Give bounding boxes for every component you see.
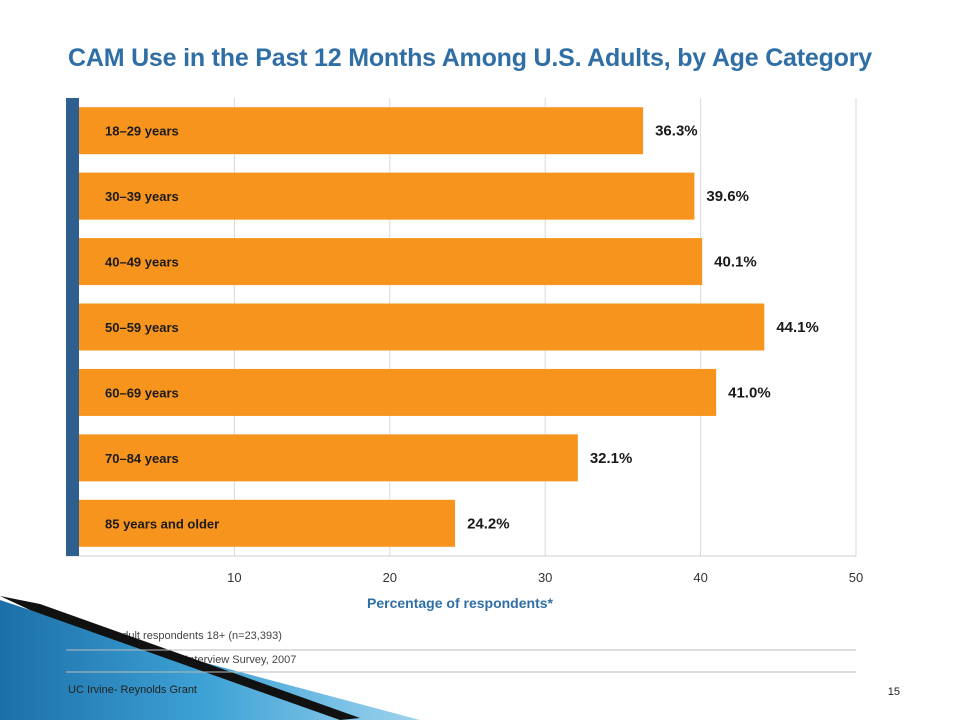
bar	[79, 303, 765, 351]
data-label: 41.0%	[728, 384, 771, 401]
x-tick-label: 30	[538, 570, 552, 585]
data-label: 24.2%	[467, 515, 510, 532]
category-label: 70–84 years	[105, 451, 179, 466]
category-label: 60–69 years	[105, 385, 179, 400]
chart-title: CAM Use in the Past 12 Months Among U.S.…	[68, 44, 872, 72]
category-label: 50–59 years	[105, 320, 179, 335]
bar	[79, 238, 703, 286]
bar-chart: 18–29 years 36.3% 30–39 years 39.6% 40–49 ye…	[66, 98, 863, 611]
data-label: 40.1%	[714, 254, 757, 271]
category-label: 18–29 years	[105, 124, 179, 139]
bar	[79, 499, 456, 547]
category-label: 40–49 years	[105, 255, 179, 270]
x-tick-label: 40	[693, 570, 707, 585]
bar	[79, 172, 695, 220]
x-tick-label: 20	[383, 570, 397, 585]
data-label: 36.3%	[655, 123, 698, 140]
data-label: 39.6%	[706, 188, 749, 205]
x-tick-label: 50	[849, 570, 863, 585]
bar	[79, 368, 717, 416]
decor-black-swoosh	[0, 596, 360, 720]
data-label: 32.1%	[590, 450, 633, 467]
decor-blue-swoosh	[0, 600, 420, 720]
category-label: 85 years and older	[105, 516, 219, 531]
data-label: 44.1%	[776, 319, 819, 336]
x-axis-title: Percentage of respondents*	[367, 595, 553, 611]
footer-text: UC Irvine- Reynolds Grant	[68, 684, 197, 696]
category-label: 30–39 years	[105, 189, 179, 204]
x-tick-label: 10	[227, 570, 241, 585]
bar	[79, 434, 578, 482]
y-axis-band	[66, 98, 79, 556]
page-number: 15	[887, 686, 900, 698]
bar	[79, 107, 644, 155]
